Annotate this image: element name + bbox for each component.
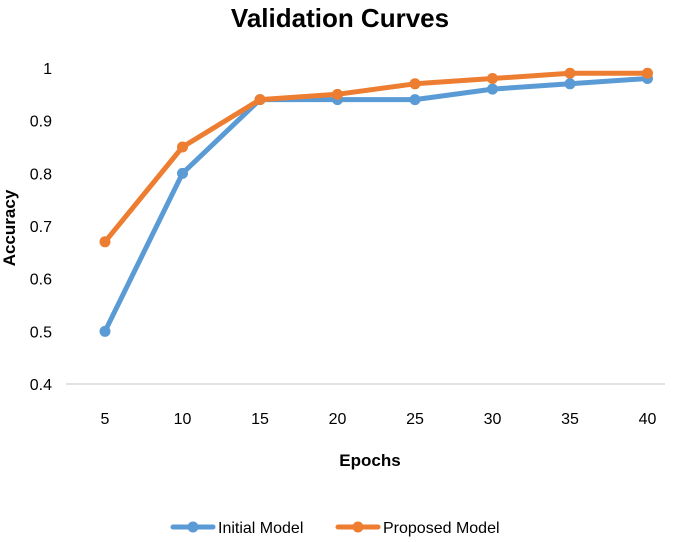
x-tick-label: 10 xyxy=(174,411,192,428)
data-point-initial-model xyxy=(487,83,498,95)
data-point-initial-model xyxy=(177,167,188,179)
y-tick-label: 0.7 xyxy=(30,219,52,236)
legend-label: Initial Model xyxy=(218,520,303,537)
legend-item-initial-model: Initial Model xyxy=(170,520,303,537)
x-tick-label: 20 xyxy=(329,411,347,428)
data-point-proposed-model xyxy=(99,236,111,248)
data-point-initial-model xyxy=(99,325,111,337)
data-point-proposed-model xyxy=(642,67,653,79)
data-point-proposed-model xyxy=(409,78,421,90)
y-tick-label: 0.4 xyxy=(30,377,52,394)
y-axis-ticks: 0.4 0.5 0.6 0.7 0.8 0.9 1 xyxy=(30,61,52,394)
y-axis-title: Accuracy xyxy=(0,189,19,266)
series-line-initial-model xyxy=(102,76,650,334)
data-point-proposed-model xyxy=(332,88,343,100)
y-tick-label: 0.6 xyxy=(30,272,52,289)
legend-swatch-marker xyxy=(352,521,364,533)
x-tick-label: 40 xyxy=(639,411,657,428)
data-point-proposed-model xyxy=(254,94,266,106)
y-tick-label: 0.9 xyxy=(30,114,52,131)
x-tick-label: 30 xyxy=(484,411,502,428)
legend-swatch-marker xyxy=(187,521,199,533)
x-tick-label: 5 xyxy=(101,411,110,428)
chart-title: Validation Curves xyxy=(231,3,449,33)
data-point-proposed-model xyxy=(487,73,498,85)
x-axis-title: Epochs xyxy=(339,451,400,470)
legend: Initial Model Proposed Model xyxy=(170,520,500,537)
legend-label: Proposed Model xyxy=(383,520,500,537)
data-point-initial-model xyxy=(409,94,421,106)
x-tick-label: 35 xyxy=(561,411,579,428)
data-point-proposed-model xyxy=(564,67,576,79)
x-axis-ticks: 5 10 15 20 25 30 35 40 xyxy=(101,411,657,428)
x-tick-label: 25 xyxy=(406,411,424,428)
y-tick-label: 1 xyxy=(43,61,52,78)
series-layer xyxy=(99,67,653,337)
data-point-initial-model xyxy=(564,78,576,90)
series-line-proposed-model xyxy=(102,70,650,245)
y-tick-label: 0.5 xyxy=(30,324,52,341)
legend-item-proposed-model: Proposed Model xyxy=(335,520,500,537)
y-tick-label: 0.8 xyxy=(30,166,52,183)
data-point-proposed-model xyxy=(177,141,188,153)
x-tick-label: 15 xyxy=(251,411,269,428)
